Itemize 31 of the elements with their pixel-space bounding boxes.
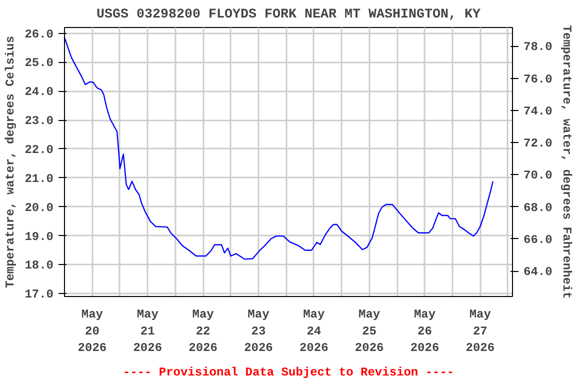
y-tick-label: 22.0 [24, 142, 54, 157]
y-tick-label: 21.0 [24, 172, 54, 186]
y2-tick-label: 70.0 [524, 168, 552, 183]
y2-tick-label: 78.0 [524, 40, 552, 54]
y-tick-label: 25.0 [24, 56, 54, 70]
y2-tick-label: 66.0 [524, 232, 552, 247]
x-tick-label: May 26 2026 [410, 308, 440, 356]
y-axis-title: Temperature, water, degrees Celsius [4, 36, 18, 288]
y-tick-label: 18.0 [24, 258, 54, 273]
y2-tick-label: 72.0 [524, 136, 552, 151]
x-tick-label: May 20 2026 [78, 308, 107, 356]
y-tick-label: 20.0 [24, 200, 54, 215]
y-tick-label: 17.0 [24, 288, 54, 302]
line-series [64, 37, 494, 260]
y2-tick-label: 68.0 [524, 200, 552, 215]
y-tick-label: 23.0 [24, 114, 54, 128]
x-tick-label: May 23 2026 [244, 308, 273, 356]
chart-title: USGS 03298200 FLOYDS FORK NEAR MT WASHINGTON, KY [96, 8, 480, 22]
y-tick-label: 24.0 [24, 85, 54, 100]
y-tick-label: 26.0 [24, 27, 54, 42]
text: ---- Provisional Data Subject to Revision ---- [122, 366, 454, 380]
y-tick-label: 19.0 [24, 230, 54, 244]
y2-tick-label: 76.0 [524, 72, 552, 86]
y2-axis-title: Temperature, water, degrees Fahrenheit [559, 25, 574, 299]
x-tick-label: May 25 2026 [354, 308, 384, 356]
y2-tick-label: 74.0 [524, 104, 552, 118]
y2-tick-label: 64.0 [524, 265, 552, 280]
x-tick-label: May 22 2026 [188, 308, 218, 356]
x-tick-label: May 27 2026 [466, 308, 495, 356]
x-tick-label: May 24 2026 [300, 308, 328, 356]
x-tick-label: May 21 2026 [133, 308, 162, 356]
